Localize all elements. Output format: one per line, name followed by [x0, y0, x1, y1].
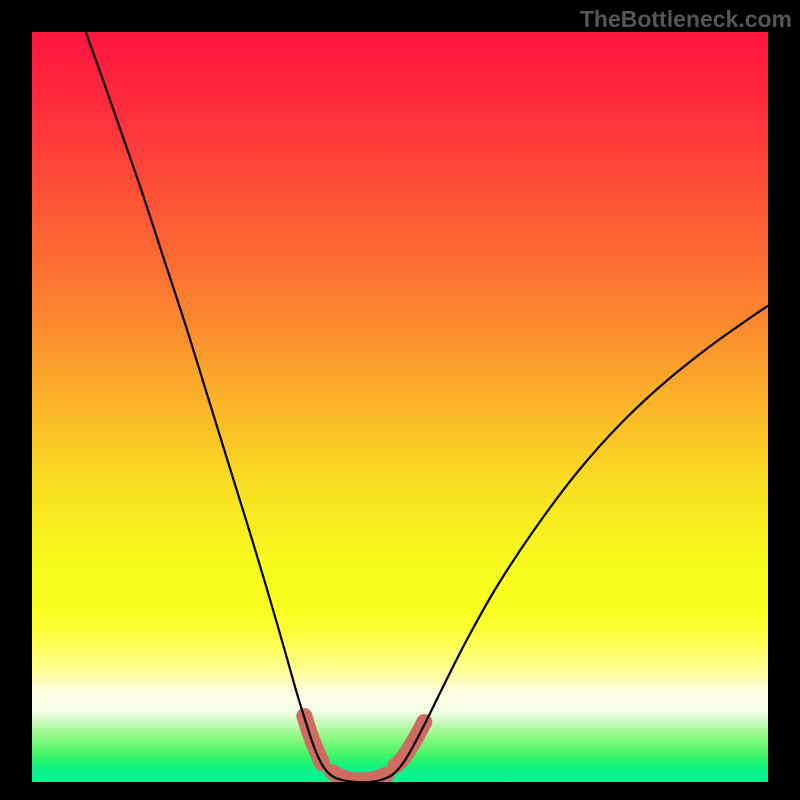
gradient-background — [32, 32, 768, 782]
bottleneck-chart — [32, 32, 768, 782]
watermark: TheBottleneck.com — [580, 6, 792, 33]
chart-svg — [32, 32, 768, 782]
